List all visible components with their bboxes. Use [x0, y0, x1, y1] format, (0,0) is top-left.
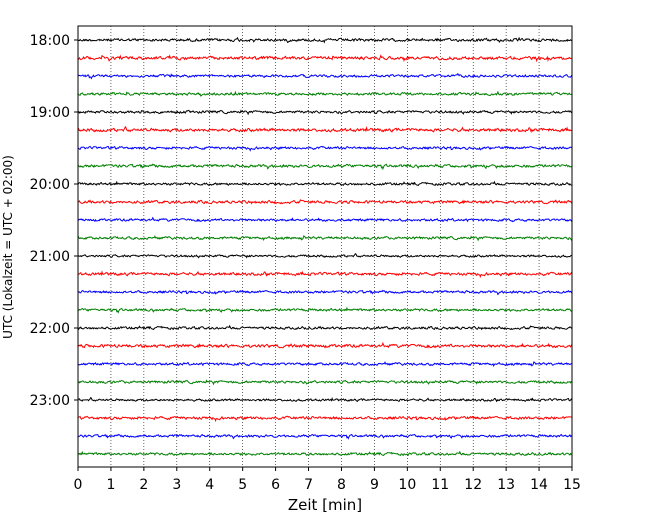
x-tick-label: 5	[238, 477, 247, 493]
x-tick-label: 2	[139, 477, 148, 493]
x-tick-label: 6	[271, 477, 280, 493]
trace-2230	[77, 360, 573, 367]
trace-1915	[77, 125, 573, 134]
trace-1815	[77, 54, 573, 63]
y-axis-label: UTC (Lokalzeit = UTC + 02:00)	[1, 155, 15, 339]
trace-2300	[77, 396, 573, 403]
trace-2215	[77, 341, 573, 349]
trace-2130	[77, 289, 573, 296]
y-axis: 18:00 19:00 20:00 21:00 22:00 23:00	[30, 33, 78, 409]
trace-2015	[77, 199, 573, 205]
trace-2330	[77, 433, 573, 440]
trace-2345	[77, 450, 573, 457]
trace-1830	[77, 73, 573, 80]
trace-2115	[77, 270, 573, 279]
x-tick-label: 11	[431, 477, 449, 493]
y-tick-label: 23:00	[30, 393, 70, 409]
x-tick-label: 4	[205, 477, 214, 493]
trace-1900	[77, 109, 573, 116]
trace-2030	[77, 216, 573, 223]
plot-frame	[77, 25, 573, 468]
x-axis: 0 1 2 3 4 5 6 7 8 9 10 11 12 13 14 15	[74, 467, 581, 493]
trace-2200	[77, 324, 573, 331]
y-tick-label: 21:00	[30, 249, 70, 265]
x-tick-label: 10	[398, 477, 416, 493]
x-axis-label: Zeit [min]	[288, 496, 362, 514]
x-tick-label: 13	[497, 477, 515, 493]
x-tick-label: 15	[563, 477, 581, 493]
trace-2315	[77, 415, 573, 423]
y-tick-label: 18:00	[30, 33, 70, 49]
y-tick-label: 19:00	[30, 105, 70, 121]
x-tick-label: 3	[172, 477, 181, 493]
trace-2145	[77, 306, 573, 314]
y-tick-label: 22:00	[30, 321, 70, 337]
y-tick-label: 20:00	[30, 177, 70, 193]
x-tick-label: 7	[304, 477, 313, 493]
trace-1945	[77, 163, 573, 171]
trace-1930	[77, 145, 573, 152]
traces	[77, 36, 573, 457]
trace-2000	[77, 180, 573, 187]
x-tick-label: 1	[106, 477, 115, 493]
x-tick-label: 12	[464, 477, 482, 493]
x-tick-label: 9	[370, 477, 379, 493]
x-tick-label: 8	[337, 477, 346, 493]
x-tick-label: 14	[530, 477, 548, 493]
trace-1845	[77, 90, 573, 97]
trace-1800	[77, 36, 573, 44]
trace-2245	[77, 379, 573, 386]
x-tick-label: 0	[74, 477, 83, 493]
trace-2045	[77, 234, 573, 242]
trace-2100	[77, 252, 573, 259]
